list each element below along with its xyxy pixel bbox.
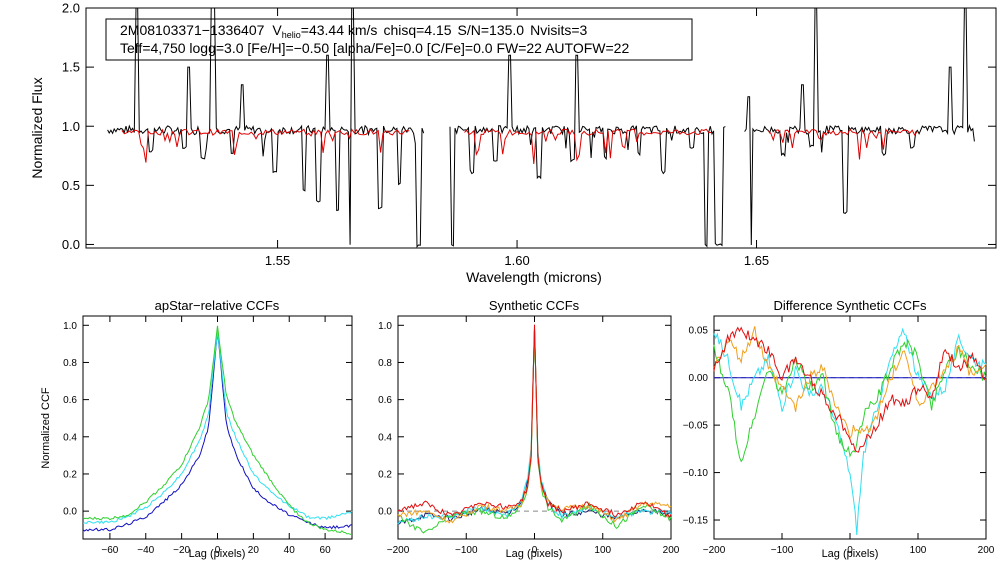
apstar-ccf-ytick-label: 0.2 (63, 469, 77, 480)
difference-ccf-xlabel: Lag (pixels) (822, 548, 879, 560)
apstar-ccf-visit-1-line (82, 331, 353, 532)
difference-ccf-ytick-label: −0.05 (683, 421, 709, 432)
synthetic-ccf-visit-1-line (397, 327, 672, 525)
spectrum-model-chip-3 (768, 127, 918, 160)
spectrum-model-chip-2 (464, 128, 712, 164)
apstar-ccf-xlabel: Lag (pixels) (189, 548, 246, 560)
synthetic-ccf-title: Synthetic CCFs (489, 298, 580, 313)
synthetic-ccf-xlabel: Lag (pixels) (506, 548, 563, 560)
spectrum-ylabel: Normalized Flux (29, 77, 45, 178)
synthetic-ccf-xtick-label: 0 (532, 545, 538, 556)
difference-ccf-title: Difference Synthetic CCFs (774, 298, 927, 313)
synthetic-ccf-ytick-label: 0.0 (378, 507, 392, 518)
difference-ccf-ytick-label: 0.00 (689, 373, 709, 384)
difference-ccf-visit-3-line (713, 338, 987, 463)
chart-marks: 1.55 1.60 1.650.00.51.01.52.0−60 −40 −20 0 20 4… (62, 1, 996, 556)
difference-ccf-xtick-label: 0 (847, 545, 853, 556)
difference-ccf-visit-5-line (713, 326, 987, 453)
synthetic-ccf-ytick-label: 0.8 (378, 358, 392, 369)
apstar-ccf-ytick-label: 0.8 (63, 358, 77, 369)
apstar-ccf-visit-3-line (82, 325, 353, 535)
synthetic-ccf-ytick-label: 0.2 (378, 469, 392, 480)
synthetic-ccf-xtick-label: −200 (387, 545, 410, 556)
difference-ccf-xtick-label: 200 (978, 545, 995, 556)
apstar-ccf-xtick-label: −60 (101, 545, 118, 556)
synthetic-ccf-visit-5-line (397, 324, 672, 519)
synthetic-ccf-frame (397, 315, 672, 540)
spectrum-xlabel: Wavelength (microns) (466, 269, 602, 285)
apstar-ccf-ytick-label: 0.6 (63, 395, 77, 406)
spectrum-observed-chip-2 (449, 54, 726, 248)
apstar-ccf-ylabel: Normalized CCF (40, 387, 52, 469)
spectrum-ytick-label: 1.0 (62, 119, 80, 134)
spectrum-ytick-label: 2.0 (62, 1, 80, 16)
apstar-ccf-xtick-label: 40 (284, 545, 296, 556)
apstar-ccf-xtick-label: −20 (173, 545, 190, 556)
apstar-ccf-title: apStar−relative CCFs (155, 298, 280, 313)
synthetic-ccf-ytick-label: 1.0 (378, 321, 392, 332)
spectrum-ytick-label: 1.5 (62, 60, 80, 75)
difference-ccf-ytick-label: −0.10 (683, 468, 709, 479)
difference-ccf-xtick-label: −100 (771, 545, 794, 556)
synthetic-ccf-xtick-label: 100 (594, 545, 611, 556)
synthetic-ccf-xtick-label: 200 (663, 545, 680, 556)
synthetic-ccf-visit-2-line (397, 328, 672, 525)
spectrum-ytick-label: 0.5 (62, 178, 80, 193)
spectrum-xtick-label: 1.65 (744, 253, 769, 268)
spectrum-ytick-label: 0.0 (62, 237, 80, 252)
synthetic-ccf-ytick-label: 0.6 (378, 395, 392, 406)
synthetic-ccf-xtick-label: −100 (455, 545, 478, 556)
synthetic-ccf-ytick-label: 0.4 (378, 432, 392, 443)
synthetic-ccf-visit-3-line (397, 329, 672, 534)
spectrum-observed-chip-1 (107, 7, 425, 248)
difference-ccf-xtick-label: 100 (910, 545, 927, 556)
spectrum-frame (85, 7, 997, 249)
apstar-ccf-visit-2-line (82, 331, 353, 525)
info-line-1: 2M08103371−1336407 Vhelio=43.44 km/s chisq… (120, 22, 588, 40)
info-line-2: Teff=4,750 logg=3.0 [Fe/H]=−0.50 [alpha/… (120, 40, 629, 56)
difference-ccf-visit-2-line (713, 327, 987, 536)
spectrum-xtick-label: 1.55 (265, 253, 290, 268)
apstar-ccf-xtick-label: −40 (137, 545, 154, 556)
apstar-ccf-xtick-label: 20 (248, 545, 260, 556)
spectrum-observed-chip-3 (744, 7, 975, 246)
info-box (105, 18, 693, 61)
difference-ccf-visit-4-line (713, 326, 987, 440)
apstar-ccf-xtick-label: 60 (320, 545, 332, 556)
spectrum-model-chip-1 (121, 128, 410, 163)
apstar-ccf-frame (82, 315, 353, 540)
apstar-ccf-ytick-label: 0.0 (63, 507, 77, 518)
difference-ccf-ytick-label: 0.05 (689, 326, 709, 337)
synthetic-ccf-visit-4-line (397, 329, 672, 524)
apstar-ccf-ytick-label: 1.0 (63, 321, 77, 332)
difference-ccf-xtick-label: −200 (703, 545, 726, 556)
difference-ccf-ytick-label: −0.15 (683, 516, 709, 527)
spectrum-xtick-label: 1.60 (504, 253, 529, 268)
apstar-ccf-ytick-label: 0.4 (63, 432, 77, 443)
apstar-ccf-xtick-label: 0 (215, 545, 221, 556)
